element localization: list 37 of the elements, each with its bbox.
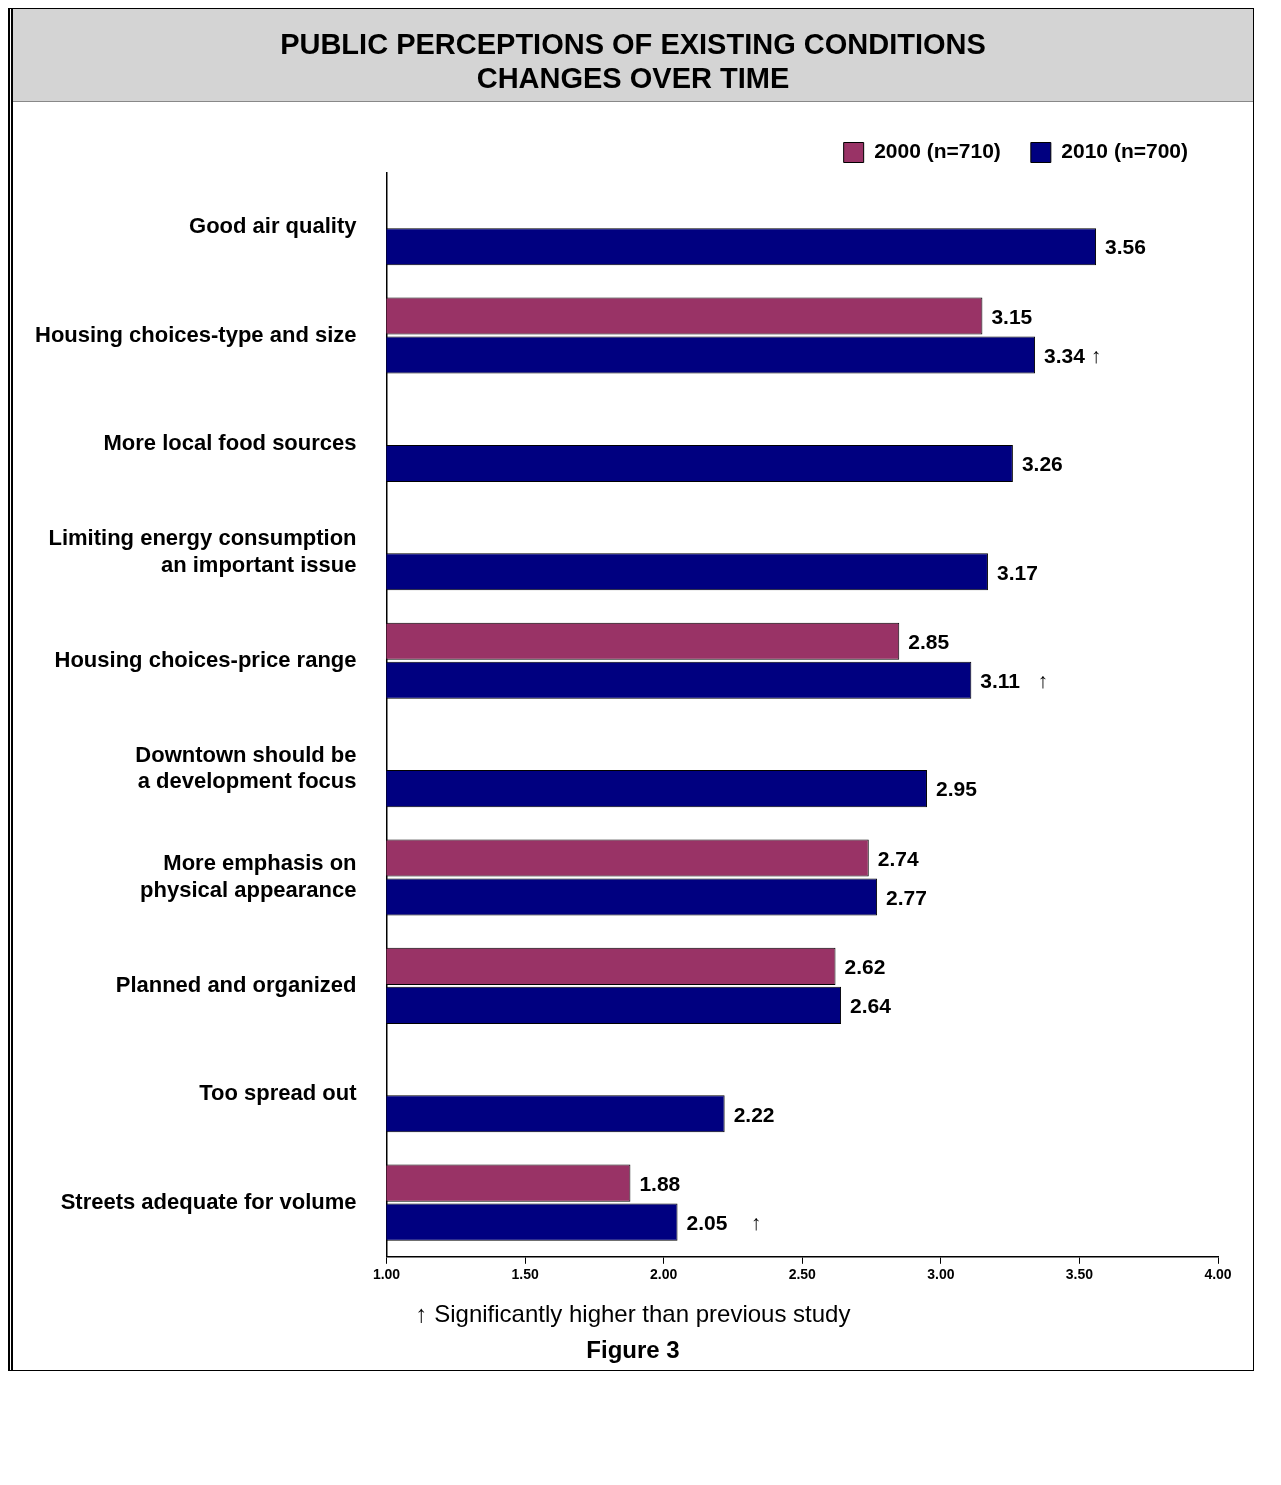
data-label: 2.64 bbox=[850, 994, 892, 1018]
data-label: 2.22 bbox=[733, 1102, 775, 1126]
text: ↑ Significantly higher than previous study bbox=[414, 1300, 852, 1328]
y-tick-label: More local food sources bbox=[103, 430, 357, 456]
x-tick-label: 3.00 bbox=[927, 1266, 955, 1283]
data-label: 3.15 bbox=[991, 304, 1033, 328]
data-label: 3.17 bbox=[996, 560, 1038, 584]
caption: Figure 3 bbox=[585, 1336, 681, 1364]
y-tick-label: Streets adequate for volume bbox=[60, 1188, 357, 1214]
y-tick-label: More emphasis on physical appearance bbox=[140, 850, 357, 902]
y-tick-label: Limiting energy consumption an important issue bbox=[48, 525, 357, 577]
x-tick-label: 4.00 bbox=[1204, 1266, 1232, 1283]
data-label: 3.11 ↑ bbox=[980, 669, 1049, 693]
y-tick-label: Planned and organized bbox=[115, 971, 357, 997]
y-tick-label: Downtown should be a development focus bbox=[135, 741, 357, 794]
y-tick-label: Housing choices-price range bbox=[54, 646, 357, 672]
data-label: 2.05 ↑ bbox=[686, 1210, 762, 1234]
data-label: 2.77 bbox=[886, 885, 927, 909]
x-tick-label: 3.50 bbox=[1065, 1266, 1094, 1283]
y-tick-label: Too spread out bbox=[199, 1080, 358, 1106]
x-tick-label: 2.00 bbox=[650, 1266, 678, 1283]
x-tick-label: 2.50 bbox=[788, 1266, 817, 1283]
chart-title: PUBLIC PERCEPTIONS OF EXISTING CONDITIONS CHANGES OVER TIME bbox=[13, 9, 1253, 102]
data-label: 3.56 bbox=[1105, 235, 1146, 259]
data-label: 2.85 bbox=[908, 630, 950, 653]
x-tick-label: 1.00 bbox=[372, 1266, 401, 1283]
y-tick-label: Housing choices-type and size bbox=[35, 321, 357, 347]
data-label: 3.26 bbox=[1021, 452, 1063, 476]
data-label: 2.62 bbox=[844, 955, 886, 979]
y-tick-label: Good air quality bbox=[189, 213, 358, 239]
data-label: 2.74 bbox=[877, 846, 919, 870]
x-tick-label: 1.50 bbox=[511, 1266, 539, 1283]
legend-label: 2000 (n=710) bbox=[874, 139, 1001, 163]
data-label: 2.95 bbox=[935, 777, 978, 801]
data-label: 1.88 bbox=[639, 1171, 681, 1195]
legend-label: 2010 (n=700) bbox=[1061, 139, 1189, 163]
data-label: 3.34 ↑ bbox=[1044, 343, 1102, 367]
